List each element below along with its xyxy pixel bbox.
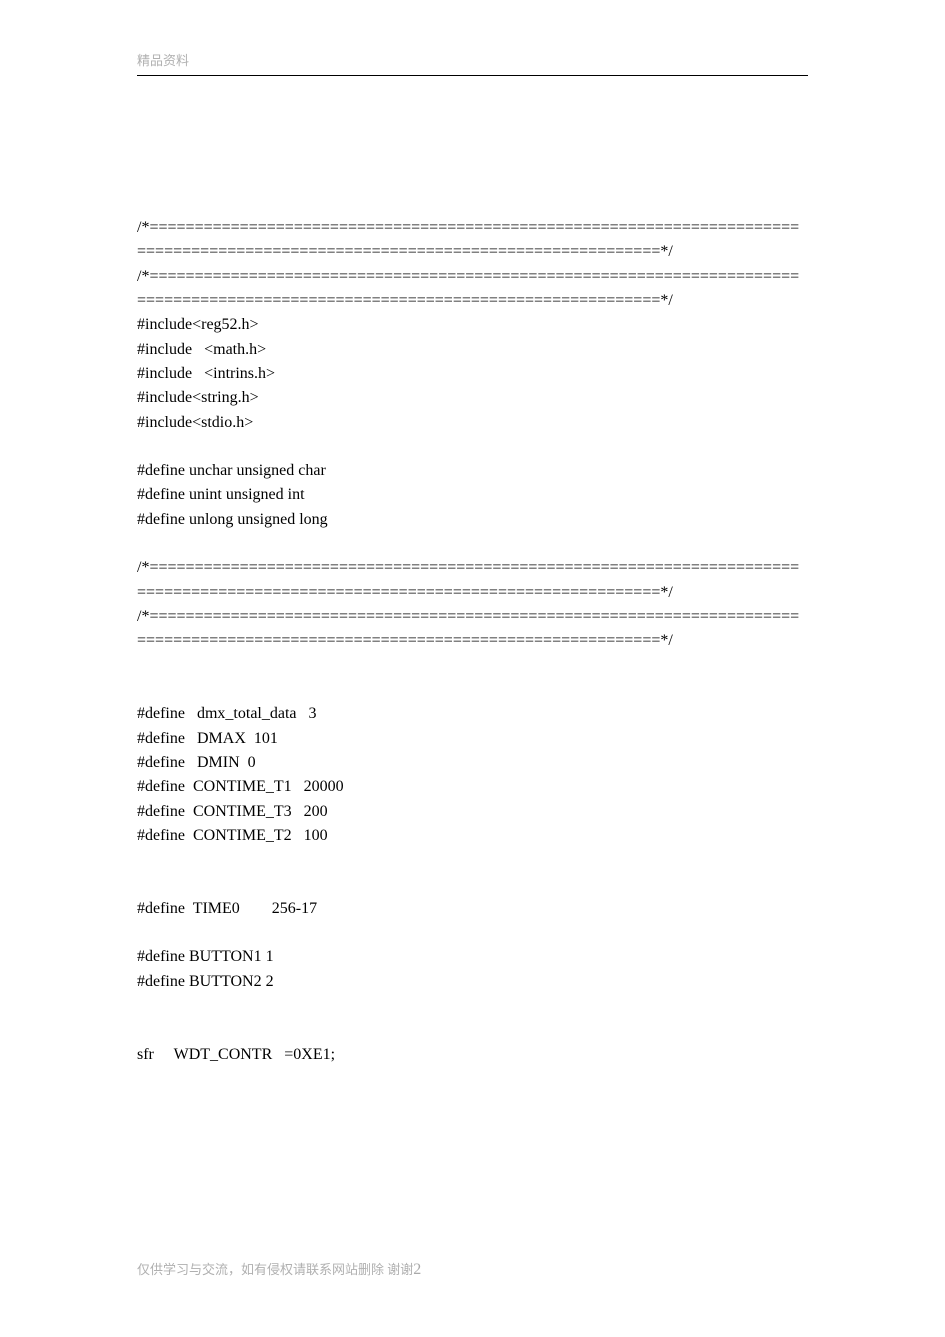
footer: 仅供学习与交流，如有侵权请联系网站删除 谢谢2 [137, 1259, 421, 1279]
header-rule [137, 75, 808, 76]
page-container: 精品资料 /*=================================… [0, 0, 945, 1067]
page-number: 2 [413, 1261, 421, 1278]
footer-text: 仅供学习与交流，如有侵权请联系网站删除 谢谢 [137, 1262, 413, 1277]
code-content: /*======================================… [137, 216, 808, 1067]
header-label: 精品资料 [137, 50, 808, 69]
